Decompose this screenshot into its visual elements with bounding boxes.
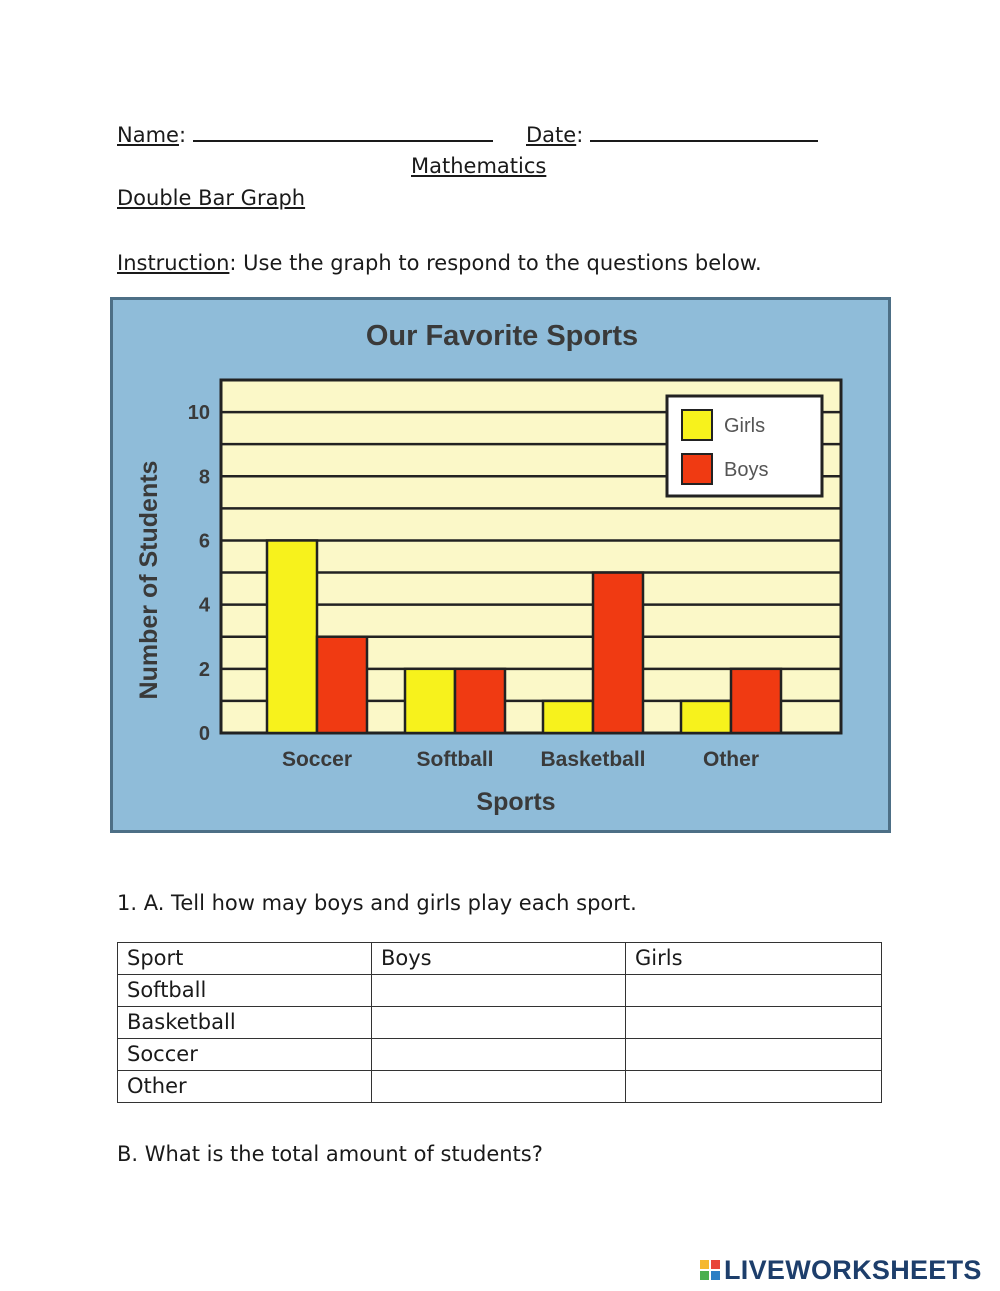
- subject-title: Mathematics: [411, 154, 547, 178]
- girls-answer-cell[interactable]: [625, 1070, 882, 1103]
- date-label: Date: [526, 123, 577, 147]
- instruction-label: Instruction: [117, 251, 230, 275]
- liveworksheets-logo: LIVEWORKSHEETS: [700, 1254, 982, 1286]
- legend-label-boys: Boys: [724, 459, 768, 481]
- name-line: Name:: [117, 122, 493, 148]
- table-header-row: Sport Boys Girls: [117, 942, 882, 975]
- x-tick-label: Basketball: [540, 748, 645, 771]
- table-row: Other: [117, 1070, 882, 1103]
- header-sport: Sport: [117, 942, 372, 975]
- name-label: Name: [117, 123, 179, 147]
- legend-label-girls: Girls: [724, 415, 765, 437]
- date-blank[interactable]: [589, 122, 818, 142]
- row-sport-label: Other: [117, 1070, 372, 1103]
- girls-answer-cell[interactable]: [625, 1006, 882, 1039]
- boys-answer-cell[interactable]: [371, 974, 626, 1007]
- legend-swatch-girls: [681, 409, 713, 441]
- header-girls: Girls: [625, 942, 882, 975]
- logo-block: [711, 1260, 720, 1269]
- bar-girls-basketball: [541, 699, 595, 735]
- y-tick-label: 4: [199, 595, 211, 617]
- bar-chart: Our Favorite Sports 0 2 4 6 8 10 Soccer Softba…: [110, 297, 891, 833]
- bar-boys-soccer: [315, 635, 369, 735]
- y-tick-labels: 0 2 4 6 8 10: [188, 402, 211, 745]
- answer-table: Sport Boys Girls Softball Basketball Soc…: [117, 942, 882, 1103]
- girls-answer-cell[interactable]: [625, 974, 882, 1007]
- name-blank[interactable]: [192, 122, 493, 142]
- y-tick-label: 0: [199, 723, 210, 745]
- legend-swatch-boys: [681, 453, 713, 485]
- bar-girls-softball: [403, 667, 457, 735]
- y-tick-label: 6: [199, 530, 210, 552]
- y-tick-label: 8: [199, 466, 210, 488]
- logo-block: [700, 1260, 709, 1269]
- topic-title: Double Bar Graph: [117, 186, 306, 210]
- boys-answer-cell[interactable]: [371, 1006, 626, 1039]
- x-tick-labels: Soccer Softball Basketball Other: [282, 748, 759, 771]
- legend: Girls Boys: [665, 394, 824, 498]
- row-sport-label: Softball: [117, 974, 372, 1007]
- row-sport-label: Basketball: [117, 1006, 372, 1039]
- date-line: Date:: [526, 122, 818, 148]
- table-row: Softball: [117, 974, 882, 1007]
- bar-girls-other: [679, 699, 733, 735]
- y-tick-label: 10: [188, 402, 210, 424]
- bar-boys-basketball: [591, 571, 645, 735]
- logo-text: LIVEWORKSHEETS: [724, 1254, 982, 1285]
- bars: [265, 539, 783, 735]
- question-1-prompt: 1. A. Tell how may boys and girls play e…: [117, 891, 637, 915]
- y-tick-label: 2: [199, 659, 210, 681]
- x-axis-label: Sports: [476, 788, 555, 816]
- table-row: Soccer: [117, 1038, 882, 1071]
- x-tick-label: Other: [703, 748, 759, 771]
- bar-boys-other: [729, 667, 783, 735]
- chart-svg: Our Favorite Sports 0 2 4 6 8 10 Soccer Softba…: [110, 297, 891, 833]
- y-axis-label: Number of Students: [135, 461, 163, 700]
- logo-block: [700, 1271, 709, 1280]
- logo-block: [711, 1271, 720, 1280]
- boys-answer-cell[interactable]: [371, 1038, 626, 1071]
- girls-answer-cell[interactable]: [625, 1038, 882, 1071]
- instruction: Instruction: Use the graph to respond to…: [117, 250, 762, 276]
- bar-boys-softball: [453, 667, 507, 735]
- x-tick-label: Soccer: [282, 748, 352, 771]
- x-tick-label: Softball: [417, 748, 494, 771]
- table-row: Basketball: [117, 1006, 882, 1039]
- instruction-text: : Use the graph to respond to the questi…: [229, 251, 762, 275]
- header-boys: Boys: [371, 942, 626, 975]
- question-1b-prompt: B. What is the total amount of students?: [117, 1142, 543, 1166]
- bar-girls-soccer: [265, 539, 319, 735]
- logo-blocks-icon: [700, 1260, 720, 1280]
- row-sport-label: Soccer: [117, 1038, 372, 1071]
- chart-title: Our Favorite Sports: [366, 320, 638, 352]
- boys-answer-cell[interactable]: [371, 1070, 626, 1103]
